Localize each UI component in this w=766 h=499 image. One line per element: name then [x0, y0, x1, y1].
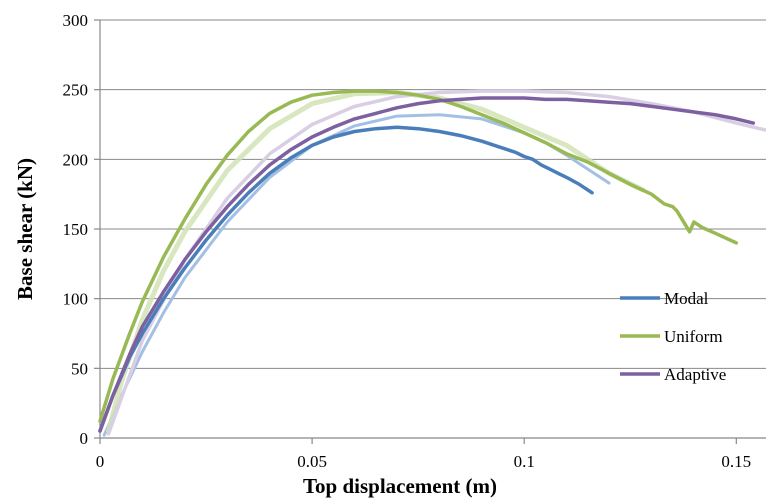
y-tick-label-0: 0 — [80, 429, 89, 448]
axes — [94, 19, 766, 444]
gridlines — [100, 19, 766, 369]
legend-label-modal: Modal — [664, 289, 709, 308]
x-tick-labels: 0 0.05 0.1 0.15 — [96, 452, 751, 471]
x-tick-label-2: 0.1 — [514, 452, 535, 471]
legend: Modal Uniform Adaptive — [620, 289, 726, 384]
y-tick-label-5: 250 — [63, 81, 89, 100]
series-line-unlabeled-1 — [106, 90, 646, 434]
legend-label-adaptive: Adaptive — [664, 365, 726, 384]
y-tick-label-2: 100 — [63, 290, 89, 309]
x-tick-label-3: 0.15 — [721, 452, 751, 471]
y-tick-label-3: 150 — [63, 220, 89, 239]
series-line-adaptive — [98, 96, 756, 433]
series-line-modal — [98, 125, 594, 433]
x-tick-label-0: 0 — [96, 452, 105, 471]
y-tick-label-1: 50 — [71, 359, 88, 378]
x-axis-title: Top displacement (m) — [303, 474, 497, 498]
y-axis-title: Base shear (kN) — [13, 158, 37, 300]
y-tick-label-6: 300 — [63, 11, 89, 30]
y-tick-labels: 0 50 100 150 200 250 300 — [63, 11, 89, 448]
legend-label-uniform: Uniform — [664, 327, 723, 346]
y-tick-label-4: 200 — [63, 150, 89, 169]
series-line-uniform — [98, 89, 739, 424]
series-layer — [98, 89, 766, 437]
series-line-unlabeled-2 — [106, 89, 766, 436]
x-tick-label-1: 0.05 — [297, 452, 327, 471]
